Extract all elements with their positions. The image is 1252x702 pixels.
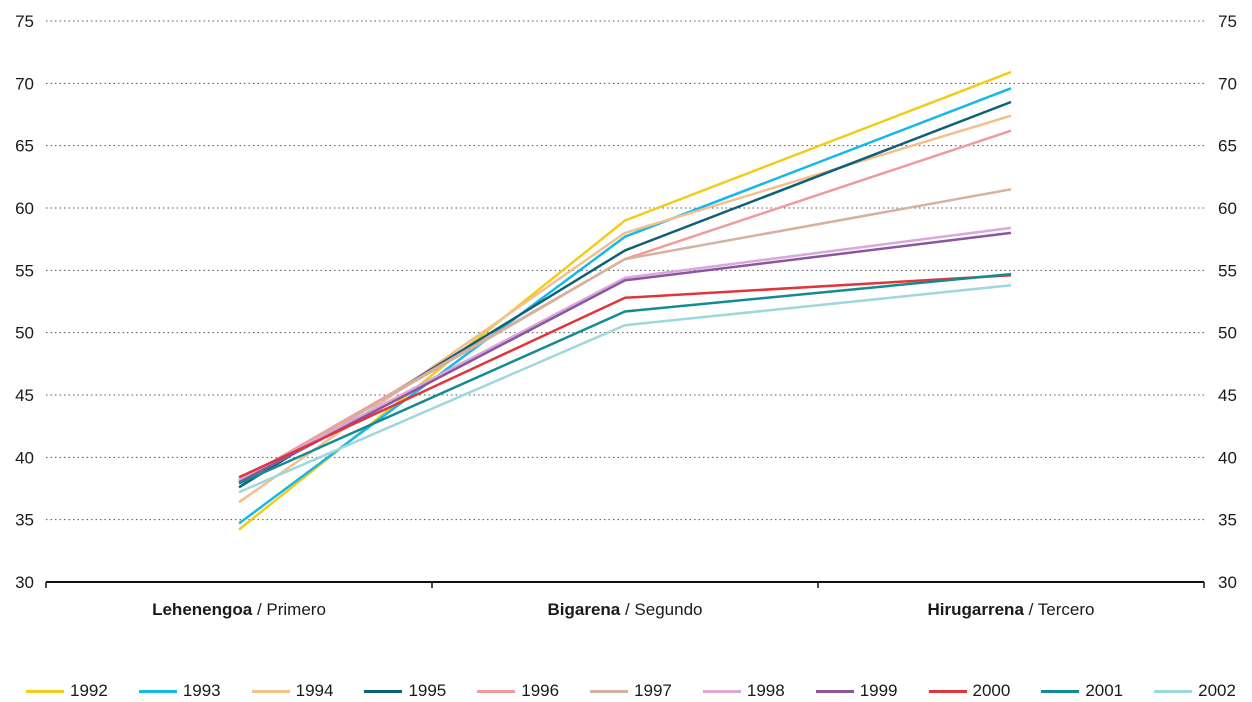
legend-label: 1994 — [295, 681, 334, 700]
legend-swatch — [815, 689, 854, 693]
y-tick-label-left: 75 — [15, 12, 34, 31]
legend-item-1997: 1997 — [590, 681, 672, 701]
legend-swatch — [364, 689, 403, 693]
x-category-label: Bigarena / Segundo — [548, 600, 703, 619]
y-tick-label-left: 60 — [15, 199, 34, 218]
gridlines — [46, 20, 1204, 521]
y-tick-label-right: 30 — [1218, 573, 1237, 592]
series-line-2001 — [238, 272, 1012, 485]
y-tick-label-left: 30 — [15, 573, 34, 592]
series-line-1995 — [238, 100, 1012, 489]
legend-item-1994: 1994 — [251, 681, 334, 701]
legend-item-1996: 1996 — [477, 681, 559, 701]
y-tick-label-right: 50 — [1218, 324, 1237, 343]
legend: 1992 1993 1994 1995 1996 1997 1998 1999 2000 2001… — [26, 680, 1236, 702]
y-tick-label-right: 70 — [1218, 74, 1237, 93]
legend-item-2000: 2000 — [928, 681, 1011, 701]
legend-label: 1995 — [408, 681, 447, 700]
x-axis: Lehenengoa / Primero Bigarena / Segundo Hi… — [45, 581, 1205, 619]
legend-label: 2002 — [1198, 681, 1236, 700]
legend-label: 1997 — [634, 681, 672, 700]
y-tick-label-left: 70 — [15, 74, 34, 93]
legend-item-2001: 2001 — [1041, 681, 1123, 701]
y-tick-label-right: 75 — [1218, 12, 1237, 31]
y-tick-label-right: 65 — [1218, 137, 1237, 156]
legend-swatch — [1154, 689, 1193, 693]
legend-swatch — [1041, 689, 1080, 693]
legend-swatch — [702, 689, 741, 693]
line-chart: 30 35 40 45 50 55 60 65 70 75 30 35 40 45 50 55 60 65 70 7… — [15, 12, 1237, 619]
y-tick-label-right: 55 — [1218, 261, 1237, 280]
x-category-label: Lehenengoa / Primero — [152, 600, 326, 619]
legend-swatch — [590, 689, 629, 693]
series-line-1992 — [238, 70, 1012, 531]
legend-item-1998: 1998 — [702, 681, 785, 701]
y-tick-label-right: 60 — [1218, 199, 1237, 218]
legend-label: 2001 — [1085, 681, 1124, 700]
legend-label: 1998 — [746, 681, 785, 700]
y-tick-label-left: 55 — [15, 261, 34, 280]
series-line-1997 — [238, 188, 1012, 485]
y-tick-label-left: 65 — [15, 137, 34, 156]
series-line-1996 — [238, 129, 1012, 483]
series-line-1993 — [238, 87, 1012, 525]
legend-label: 1992 — [70, 681, 108, 700]
legend-item-1992: 1992 — [26, 681, 108, 701]
legend-label: 1993 — [182, 681, 221, 700]
legend-swatch — [251, 689, 290, 693]
legend-label: 2000 — [972, 681, 1011, 700]
legend-swatch — [26, 689, 64, 693]
y-tick-label-right: 35 — [1218, 511, 1237, 530]
y-axis-right: 30 35 40 45 50 55 60 65 70 75 — [1218, 12, 1237, 592]
y-tick-label-left: 45 — [15, 386, 34, 405]
series-line-1999 — [238, 231, 1012, 484]
series-line-1994 — [238, 114, 1012, 504]
legend-item-1993: 1993 — [138, 681, 221, 701]
legend-item-1995: 1995 — [364, 681, 446, 701]
legend-item-1999: 1999 — [815, 681, 898, 701]
y-tick-label-left: 40 — [15, 448, 34, 467]
legend-swatch — [138, 689, 177, 693]
y-tick-label-right: 40 — [1218, 448, 1237, 467]
series-lines — [238, 70, 1012, 531]
y-tick-label-left: 50 — [15, 324, 34, 343]
series-line-2002 — [238, 284, 1012, 494]
y-tick-label-left: 35 — [15, 511, 34, 530]
y-tick-label-right: 45 — [1218, 386, 1237, 405]
series-line-2000 — [238, 274, 1012, 479]
legend-label: 1996 — [521, 681, 560, 700]
legend-swatch — [477, 689, 516, 693]
series-line-1998 — [238, 226, 1012, 481]
legend-label: 1999 — [859, 681, 898, 700]
x-category-label: Hirugarrena / Tercero — [928, 600, 1095, 619]
legend-swatch — [928, 689, 967, 693]
legend-item-2002: 2002 — [1154, 681, 1236, 701]
y-axis-left: 30 35 40 45 50 55 60 65 70 75 — [15, 12, 34, 592]
